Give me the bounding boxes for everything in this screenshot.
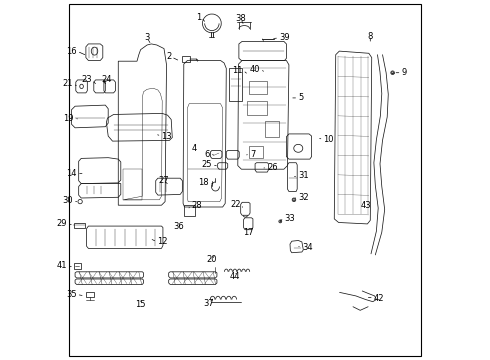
Text: 21: 21 — [62, 79, 73, 88]
Text: 37: 37 — [204, 299, 215, 307]
Text: 31: 31 — [298, 171, 309, 180]
Text: 35: 35 — [66, 290, 76, 299]
Text: 8: 8 — [368, 32, 373, 41]
Text: 11: 11 — [232, 66, 243, 75]
Bar — [247, 101, 267, 115]
Text: 28: 28 — [192, 202, 202, 210]
Text: 34: 34 — [302, 243, 313, 252]
Text: 15: 15 — [135, 300, 146, 309]
Bar — [248, 146, 263, 158]
Text: 4: 4 — [191, 144, 196, 153]
Text: 2: 2 — [166, 53, 171, 62]
Text: 42: 42 — [374, 294, 384, 302]
Text: 43: 43 — [360, 202, 371, 210]
Text: 24: 24 — [102, 76, 112, 85]
Text: 27: 27 — [159, 176, 170, 185]
Text: 19: 19 — [64, 114, 74, 122]
Text: 18: 18 — [198, 179, 209, 188]
Text: 14: 14 — [66, 169, 77, 178]
Text: 17: 17 — [244, 228, 254, 237]
Text: 6: 6 — [204, 150, 210, 159]
Bar — [229, 68, 243, 101]
Bar — [248, 81, 267, 94]
Text: 40: 40 — [249, 65, 260, 74]
Text: 3: 3 — [145, 33, 150, 42]
Text: 10: 10 — [323, 135, 334, 144]
Text: 26: 26 — [268, 163, 278, 172]
Text: 22: 22 — [230, 200, 241, 209]
Bar — [74, 263, 81, 269]
Text: 41: 41 — [56, 261, 67, 270]
Text: 33: 33 — [285, 215, 295, 223]
Bar — [182, 56, 190, 62]
Text: 7: 7 — [250, 150, 255, 159]
Text: 32: 32 — [298, 193, 309, 202]
Text: 1: 1 — [196, 13, 201, 22]
Text: 36: 36 — [173, 222, 184, 231]
Text: 9: 9 — [402, 68, 407, 77]
Text: 30: 30 — [62, 197, 73, 205]
Text: 25: 25 — [201, 161, 212, 170]
Bar — [184, 205, 195, 216]
Text: 38: 38 — [235, 14, 246, 23]
Bar — [86, 292, 94, 297]
Text: 39: 39 — [279, 33, 290, 42]
Text: 16: 16 — [66, 47, 77, 56]
Text: 13: 13 — [162, 132, 172, 141]
Bar — [74, 223, 85, 228]
Text: 23: 23 — [81, 76, 92, 85]
Text: 44: 44 — [230, 272, 240, 281]
Text: 20: 20 — [207, 256, 217, 264]
Text: 5: 5 — [298, 94, 303, 103]
Bar — [265, 121, 279, 137]
Text: 29: 29 — [56, 220, 67, 229]
Text: 12: 12 — [157, 238, 168, 247]
